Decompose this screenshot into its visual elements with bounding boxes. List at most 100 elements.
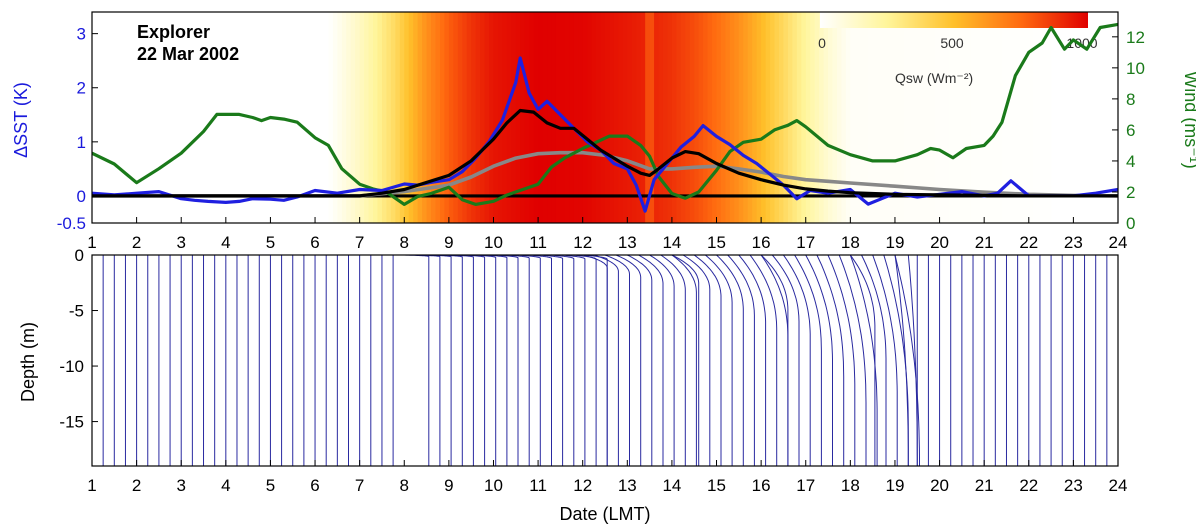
- qsw-band: [529, 12, 535, 223]
- top-x-tick-label: 5: [266, 233, 275, 252]
- qsw-band: [332, 12, 338, 223]
- temperature-profile: [816, 255, 845, 466]
- qsw-band: [475, 12, 481, 223]
- top-x-tick-label: 22: [1019, 233, 1038, 252]
- qsw-band: [658, 12, 664, 223]
- temperature-profile: [849, 255, 876, 466]
- qsw-band: [743, 12, 749, 223]
- date-tick-label: 5: [266, 476, 275, 495]
- qsw-band: [1019, 12, 1025, 223]
- sst-tick-label: -0.5: [57, 214, 86, 233]
- qsw-band: [408, 12, 414, 223]
- qsw-band: [805, 12, 811, 223]
- date-tick-label: 17: [796, 476, 815, 495]
- qsw-band: [984, 12, 990, 223]
- qsw-band: [841, 12, 847, 223]
- qsw-band: [645, 12, 651, 223]
- qsw-band: [328, 12, 334, 223]
- depth-tick-label: 0: [75, 246, 84, 265]
- qsw-band: [783, 12, 789, 223]
- temperature-profile: [627, 255, 653, 466]
- qsw-band: [373, 12, 379, 223]
- top-axes-frame: [91, 11, 1119, 224]
- qsw-band: [591, 12, 597, 223]
- qsw-band: [457, 12, 463, 223]
- qsw-band: [435, 12, 441, 223]
- date-tick-label: 19: [885, 476, 904, 495]
- depth-axis-label: Depth (m): [18, 322, 38, 402]
- qsw-band: [801, 12, 807, 223]
- qsw-band: [386, 12, 392, 223]
- colorbar-tick: 500: [940, 35, 964, 51]
- wind-tick-label: 0: [1126, 214, 1135, 233]
- top-x-tick-label: 24: [1109, 233, 1128, 252]
- temperature-profile: [861, 255, 887, 466]
- qsw-band: [573, 12, 579, 223]
- qsw-band: [814, 12, 820, 223]
- temperature-profile: [582, 255, 608, 466]
- qsw-band: [725, 12, 731, 223]
- temperature-profile: [883, 255, 909, 466]
- date-axis-ticks: 1 2 3 4 5 6 7 8 9 10 11 12 13 14 15 16 17 18 19 20 21 22 23 24: [87, 460, 1127, 495]
- qsw-band: [716, 12, 722, 223]
- qsw-band: [524, 12, 530, 223]
- top-x-tick-label: 4: [221, 233, 230, 252]
- temperature-profile: [693, 255, 722, 466]
- qsw-band: [868, 12, 874, 223]
- date-tick-label: 21: [975, 476, 994, 495]
- qsw-band: [426, 12, 432, 223]
- qsw-band: [636, 12, 642, 223]
- qsw-band: [671, 12, 677, 223]
- qsw-band: [395, 12, 401, 223]
- qsw-band: [819, 12, 825, 223]
- qsw-band: [926, 12, 932, 223]
- qsw-band: [497, 12, 503, 223]
- top-panel: 0 500 1000 Qsw (Wm⁻²) Explorer 22 Mar 20…: [11, 11, 1196, 252]
- qsw-band: [337, 12, 343, 223]
- qsw-band: [515, 12, 521, 223]
- qsw-band: [685, 12, 691, 223]
- qsw-band: [618, 12, 624, 223]
- qsw-band: [417, 12, 423, 223]
- qsw-band: [569, 12, 575, 223]
- qsw-band: [368, 12, 374, 223]
- temperature-profile: [727, 255, 755, 466]
- qsw-band: [975, 12, 981, 223]
- date-tick-label: 11: [529, 476, 547, 495]
- temperature-profile: [682, 255, 711, 466]
- qsw-band: [935, 12, 941, 223]
- qsw-band: [944, 12, 950, 223]
- temperature-profile: [705, 255, 733, 466]
- top-x-tick-label: 23: [1064, 233, 1083, 252]
- qsw-band: [854, 12, 860, 223]
- temperature-profile: [526, 255, 552, 466]
- qsw-band: [359, 12, 365, 223]
- temperature-profile: [571, 255, 597, 466]
- temperature-profile: [448, 255, 474, 466]
- top-x-tick-label: 21: [975, 233, 994, 252]
- wind-tick-label: 2: [1126, 183, 1135, 202]
- qsw-band: [796, 12, 802, 223]
- chart-subtitle: 22 Mar 2002: [137, 44, 239, 64]
- date-tick-label: 14: [662, 476, 681, 495]
- qsw-band: [605, 12, 611, 223]
- date-tick-label: 23: [1064, 476, 1083, 495]
- wind-line: [92, 22, 1118, 206]
- date-tick-label: 8: [400, 476, 409, 495]
- temperature-profile: [794, 255, 822, 466]
- temperature-profile: [671, 255, 697, 466]
- qsw-band: [877, 12, 883, 223]
- top-x-tick-label: 20: [930, 233, 949, 252]
- qsw-band: [381, 12, 388, 223]
- temperature-profile: [649, 255, 675, 466]
- top-x-tick-label: 2: [132, 233, 141, 252]
- qsw-band: [609, 12, 615, 223]
- qsw-band: [850, 12, 856, 223]
- qsw-band: [506, 12, 512, 223]
- temperature-profile: [415, 255, 441, 466]
- qsw-band: [596, 12, 602, 223]
- qsw-band: [1015, 12, 1021, 223]
- temperature-profile: [894, 255, 920, 466]
- qsw-band: [828, 12, 834, 223]
